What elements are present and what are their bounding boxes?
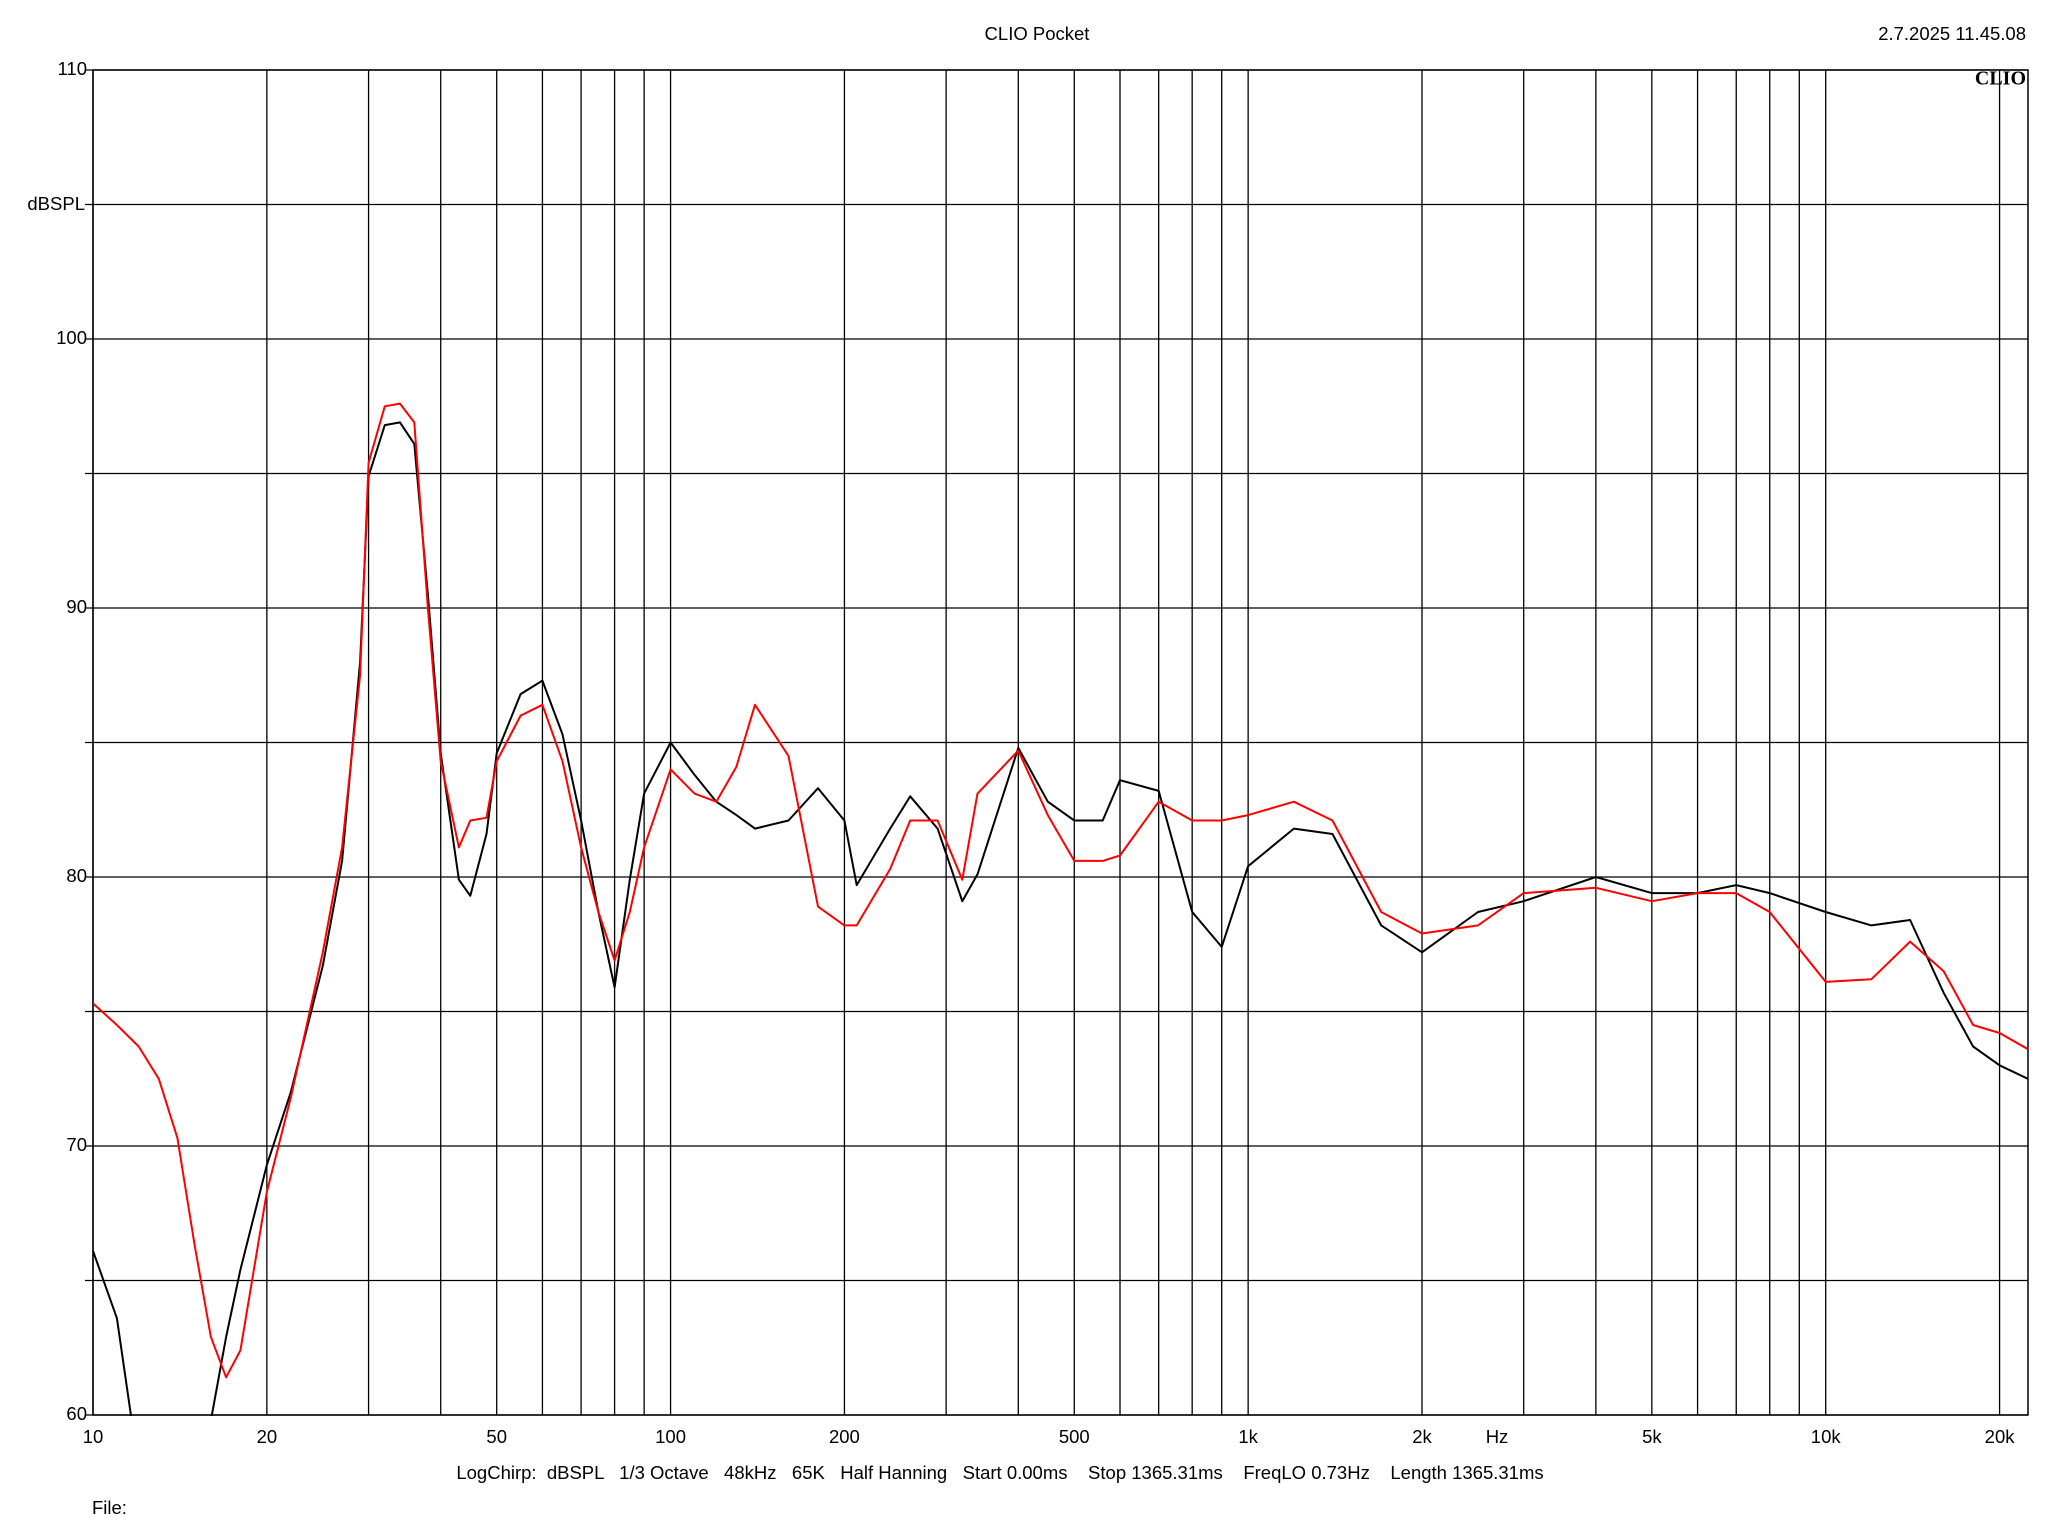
y-tick-label: 90 bbox=[66, 596, 87, 617]
chart-title: CLIO Pocket bbox=[985, 23, 1090, 44]
plot-frame bbox=[92, 69, 2029, 1416]
y-tick-label: 80 bbox=[66, 865, 87, 886]
series-line bbox=[93, 421, 2028, 1416]
logo: CLIO bbox=[1975, 68, 2026, 90]
x-tick-label: 50 bbox=[486, 1426, 507, 1447]
x-tick-label: 500 bbox=[1059, 1426, 1090, 1447]
x-tick-label: 1k bbox=[1238, 1426, 1258, 1447]
file-label: File: bbox=[92, 1497, 127, 1518]
y-axis-label: dBSPL bbox=[27, 193, 85, 214]
y-tick-label: 110 bbox=[58, 58, 88, 79]
x-tick-label: 10k bbox=[1811, 1426, 1842, 1447]
x-tick-label: 10 bbox=[83, 1426, 104, 1447]
settings: LogChirp: dBSPL 1/3 Octave 48kHz 65K Hal… bbox=[456, 1462, 1543, 1483]
y-tick-label: 60 bbox=[66, 1403, 87, 1424]
x-tick-label: 2k bbox=[1412, 1426, 1432, 1447]
y-tick-label: 100 bbox=[56, 327, 87, 348]
y-tick-label: 70 bbox=[66, 1134, 87, 1155]
x-tick-label: 5k bbox=[1642, 1426, 1662, 1447]
x-tick-label: 20 bbox=[257, 1426, 278, 1447]
timestamp: 2.7.2025 11.45.08 bbox=[1878, 23, 2026, 44]
x-tick-label: 200 bbox=[829, 1426, 860, 1447]
series-line bbox=[93, 402, 2028, 1379]
x-tick-label: 20k bbox=[1985, 1426, 2016, 1447]
x-axis-label: Hz bbox=[1486, 1426, 1509, 1447]
x-tick-label: 100 bbox=[655, 1426, 686, 1447]
